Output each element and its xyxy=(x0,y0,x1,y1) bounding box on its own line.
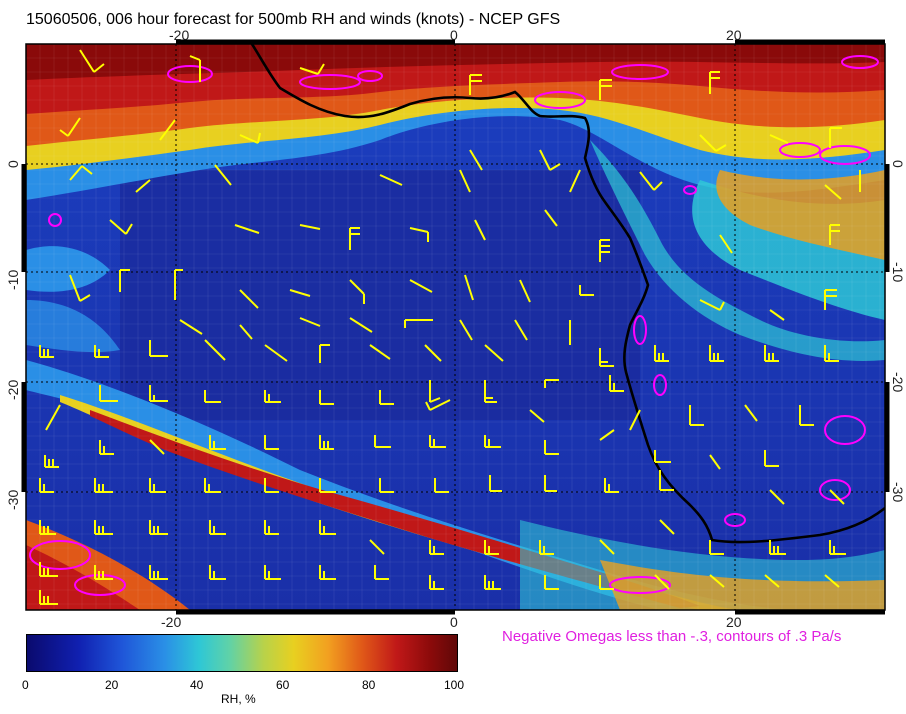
lat-tick-right-minus20: -20 xyxy=(890,372,906,392)
coastline xyxy=(250,44,885,544)
lon-tick-bottom-minus20: -20 xyxy=(161,614,181,630)
lat-tick-left-minus20: -20 xyxy=(5,380,21,400)
lat-tick-right-minus10: -10 xyxy=(890,262,906,282)
colorbar-title: RH, % xyxy=(221,692,256,706)
colorbar-label-40: 40 xyxy=(190,678,204,692)
colorbar-label-80: 80 xyxy=(362,678,376,692)
colorbar-label-0: 0 xyxy=(22,678,29,692)
rh-field xyxy=(26,44,885,610)
lat-tick-left-0: 0 xyxy=(5,160,21,168)
colorbar-label-100: 100 xyxy=(444,678,465,692)
lon-tick-top-minus20: -20 xyxy=(169,27,189,43)
colorbar-label-60: 60 xyxy=(276,678,290,692)
omega-note: Negative Omegas less than -.3, contours … xyxy=(502,628,842,645)
map-title: 15060506, 006 hour forecast for 500mb RH… xyxy=(26,11,561,28)
omega-contours xyxy=(29,55,879,596)
lat-tick-left-minus30: -30 xyxy=(5,490,21,510)
colorbar-label-20: 20 xyxy=(105,678,119,692)
lat-tick-right-minus30: -30 xyxy=(890,482,906,502)
axis-bars xyxy=(21,39,890,615)
graticule xyxy=(26,44,885,610)
lon-tick-bottom-20: 20 xyxy=(726,614,742,630)
map-frame xyxy=(25,43,886,611)
lon-tick-bottom-0: 0 xyxy=(450,614,458,630)
lat-tick-right-0: 0 xyxy=(890,160,906,168)
lon-tick-top-0: 0 xyxy=(450,27,458,43)
rh-colorbar xyxy=(26,634,458,672)
lat-tick-left-minus10: -10 xyxy=(5,270,21,290)
wind-barbs xyxy=(39,49,861,605)
lon-tick-top-20: 20 xyxy=(726,27,742,43)
